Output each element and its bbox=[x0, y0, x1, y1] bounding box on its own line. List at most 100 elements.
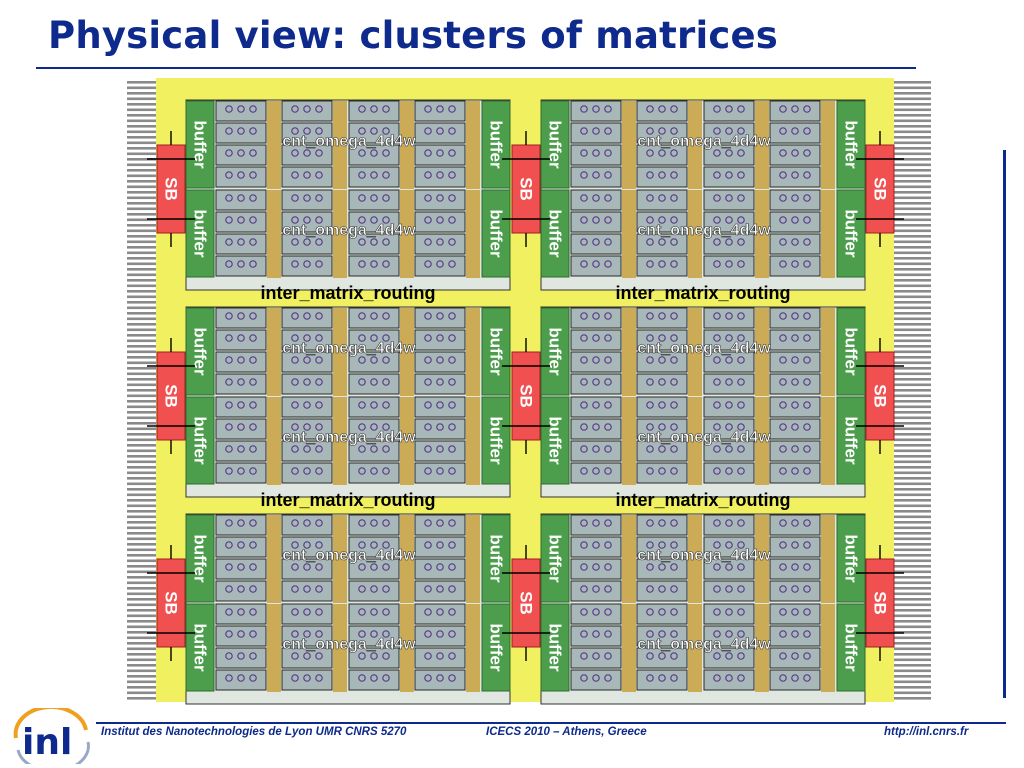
cell-node bbox=[658, 467, 666, 475]
matrix-cell bbox=[348, 373, 400, 395]
cell-node bbox=[370, 674, 378, 682]
buffer-left-box bbox=[185, 514, 215, 603]
cell-node bbox=[448, 216, 456, 224]
cell-node bbox=[382, 216, 390, 224]
matrix-spacer bbox=[466, 397, 480, 485]
switch-box-label: SB bbox=[871, 177, 890, 201]
cell-node bbox=[604, 334, 612, 342]
matrix-spacer bbox=[267, 308, 281, 396]
cell-node bbox=[737, 260, 745, 268]
matrix-cell bbox=[769, 122, 821, 144]
matrix-cell bbox=[570, 329, 622, 351]
cell-node bbox=[225, 149, 233, 157]
cell-node bbox=[358, 541, 366, 549]
cell-node bbox=[791, 674, 799, 682]
cell-node bbox=[237, 423, 245, 431]
cell-node bbox=[604, 194, 612, 202]
cell-node bbox=[436, 105, 444, 113]
cell-node bbox=[803, 171, 811, 179]
cell-node bbox=[303, 312, 311, 320]
matrix-cell bbox=[636, 100, 688, 122]
cell-node bbox=[658, 674, 666, 682]
buffer-left-box bbox=[185, 396, 215, 485]
matrix-cell bbox=[281, 100, 333, 122]
cell-node bbox=[779, 541, 787, 549]
matrix-cell bbox=[414, 211, 466, 233]
cell-node bbox=[658, 630, 666, 638]
cell-node bbox=[303, 238, 311, 246]
matrix-spacer bbox=[755, 397, 769, 485]
cell-node bbox=[604, 563, 612, 571]
cell-node bbox=[737, 105, 745, 113]
cell-node bbox=[424, 630, 432, 638]
cell-node bbox=[303, 334, 311, 342]
cell-node bbox=[225, 171, 233, 179]
cell-node bbox=[370, 541, 378, 549]
cell-node bbox=[713, 467, 721, 475]
cell-node bbox=[646, 585, 654, 593]
cell-node bbox=[803, 378, 811, 386]
cell-node bbox=[225, 445, 233, 453]
footer-url[interactable]: http://inl.cnrs.fr bbox=[884, 726, 969, 738]
matrix-spacer bbox=[821, 101, 835, 189]
matrix: cnt_omega_4d4w bbox=[215, 189, 480, 278]
switch-box: SB bbox=[856, 131, 904, 247]
cell-node bbox=[592, 378, 600, 386]
cell-node bbox=[448, 467, 456, 475]
cell-node bbox=[670, 334, 678, 342]
matrix-cell bbox=[281, 580, 333, 602]
cell-node bbox=[424, 585, 432, 593]
matrix-spacer bbox=[755, 101, 769, 189]
matrix-cell bbox=[570, 233, 622, 255]
buffer-right-box bbox=[481, 514, 511, 603]
matrix: cnt_omega_4d4w bbox=[215, 396, 480, 485]
matrix-cell bbox=[570, 625, 622, 647]
cell-node bbox=[646, 652, 654, 660]
buffer-left-box bbox=[540, 514, 570, 603]
cell-node bbox=[382, 238, 390, 246]
switch-box: SB bbox=[856, 545, 904, 661]
buffer-left-box bbox=[540, 189, 570, 278]
cell-node bbox=[646, 171, 654, 179]
cell-node bbox=[249, 216, 257, 224]
cell-node bbox=[370, 519, 378, 527]
cell-node bbox=[592, 356, 600, 364]
cell-node bbox=[592, 105, 600, 113]
cell-node bbox=[725, 216, 733, 224]
cell-node bbox=[424, 334, 432, 342]
cell-node bbox=[436, 401, 444, 409]
cell-node bbox=[713, 378, 721, 386]
buffer-right-box bbox=[836, 396, 866, 485]
cell-node bbox=[670, 652, 678, 660]
cell-node bbox=[592, 149, 600, 157]
matrix-cell bbox=[215, 418, 267, 440]
cell-node bbox=[737, 630, 745, 638]
cell-node bbox=[592, 127, 600, 135]
cell-node bbox=[580, 171, 588, 179]
cell-node bbox=[303, 423, 311, 431]
cell-node bbox=[448, 585, 456, 593]
matrix-cell bbox=[215, 144, 267, 166]
matrix-spacer bbox=[267, 101, 281, 189]
cell-node bbox=[424, 563, 432, 571]
right-accent-bar bbox=[1003, 150, 1006, 698]
slide-title: Physical view: clusters of matrices bbox=[48, 14, 778, 57]
cell-node bbox=[358, 312, 366, 320]
matrix-label: cnt_omega_4d4w bbox=[282, 340, 416, 357]
cell-node bbox=[604, 105, 612, 113]
cell-node bbox=[658, 608, 666, 616]
matrix-spacer bbox=[466, 101, 480, 189]
matrix-cell bbox=[769, 669, 821, 691]
matrix-spacer bbox=[821, 604, 835, 692]
matrix-cell bbox=[414, 625, 466, 647]
cell-node bbox=[358, 652, 366, 660]
cell-node bbox=[249, 105, 257, 113]
buffer-right-label: buffer bbox=[842, 209, 861, 258]
matrix-cell bbox=[769, 189, 821, 211]
cell-node bbox=[291, 356, 299, 364]
cell-node bbox=[436, 674, 444, 682]
buffer-right-box bbox=[481, 603, 511, 692]
cell-node bbox=[580, 423, 588, 431]
